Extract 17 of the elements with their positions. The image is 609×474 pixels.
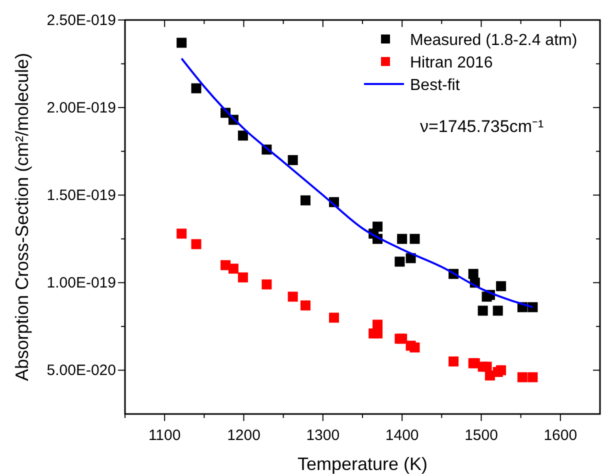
legend-label: Hitran 2016 (410, 54, 493, 72)
legend-label: Best-fit (410, 77, 460, 94)
x-tick-label: 1600 (544, 427, 578, 444)
x-tick-label: 1100 (148, 427, 181, 444)
y-tick-label: 1.00E-019 (46, 274, 116, 292)
y-axis-title: Absorption Cross-Section (cm²/molecule) (12, 52, 32, 382)
x-axis-title: Temperature (K) (297, 454, 428, 474)
x-tick-label: 1200 (227, 427, 260, 444)
x-tick-label: 1400 (385, 427, 419, 444)
y-tick-label: 5.00E-020 (46, 362, 116, 380)
y-tick-label: 2.50E-019 (46, 12, 116, 29)
x-tick-label: 1300 (306, 427, 340, 444)
y-tick-label: 2.00E-019 (46, 100, 116, 117)
legend-label: Measured (1.8-2.4 atm) (410, 32, 578, 49)
y-tick-label: 1.50E-019 (46, 187, 116, 204)
annotation: ν=1745.735cm⁻¹ (420, 117, 544, 136)
x-tick-label: 1500 (464, 427, 498, 444)
